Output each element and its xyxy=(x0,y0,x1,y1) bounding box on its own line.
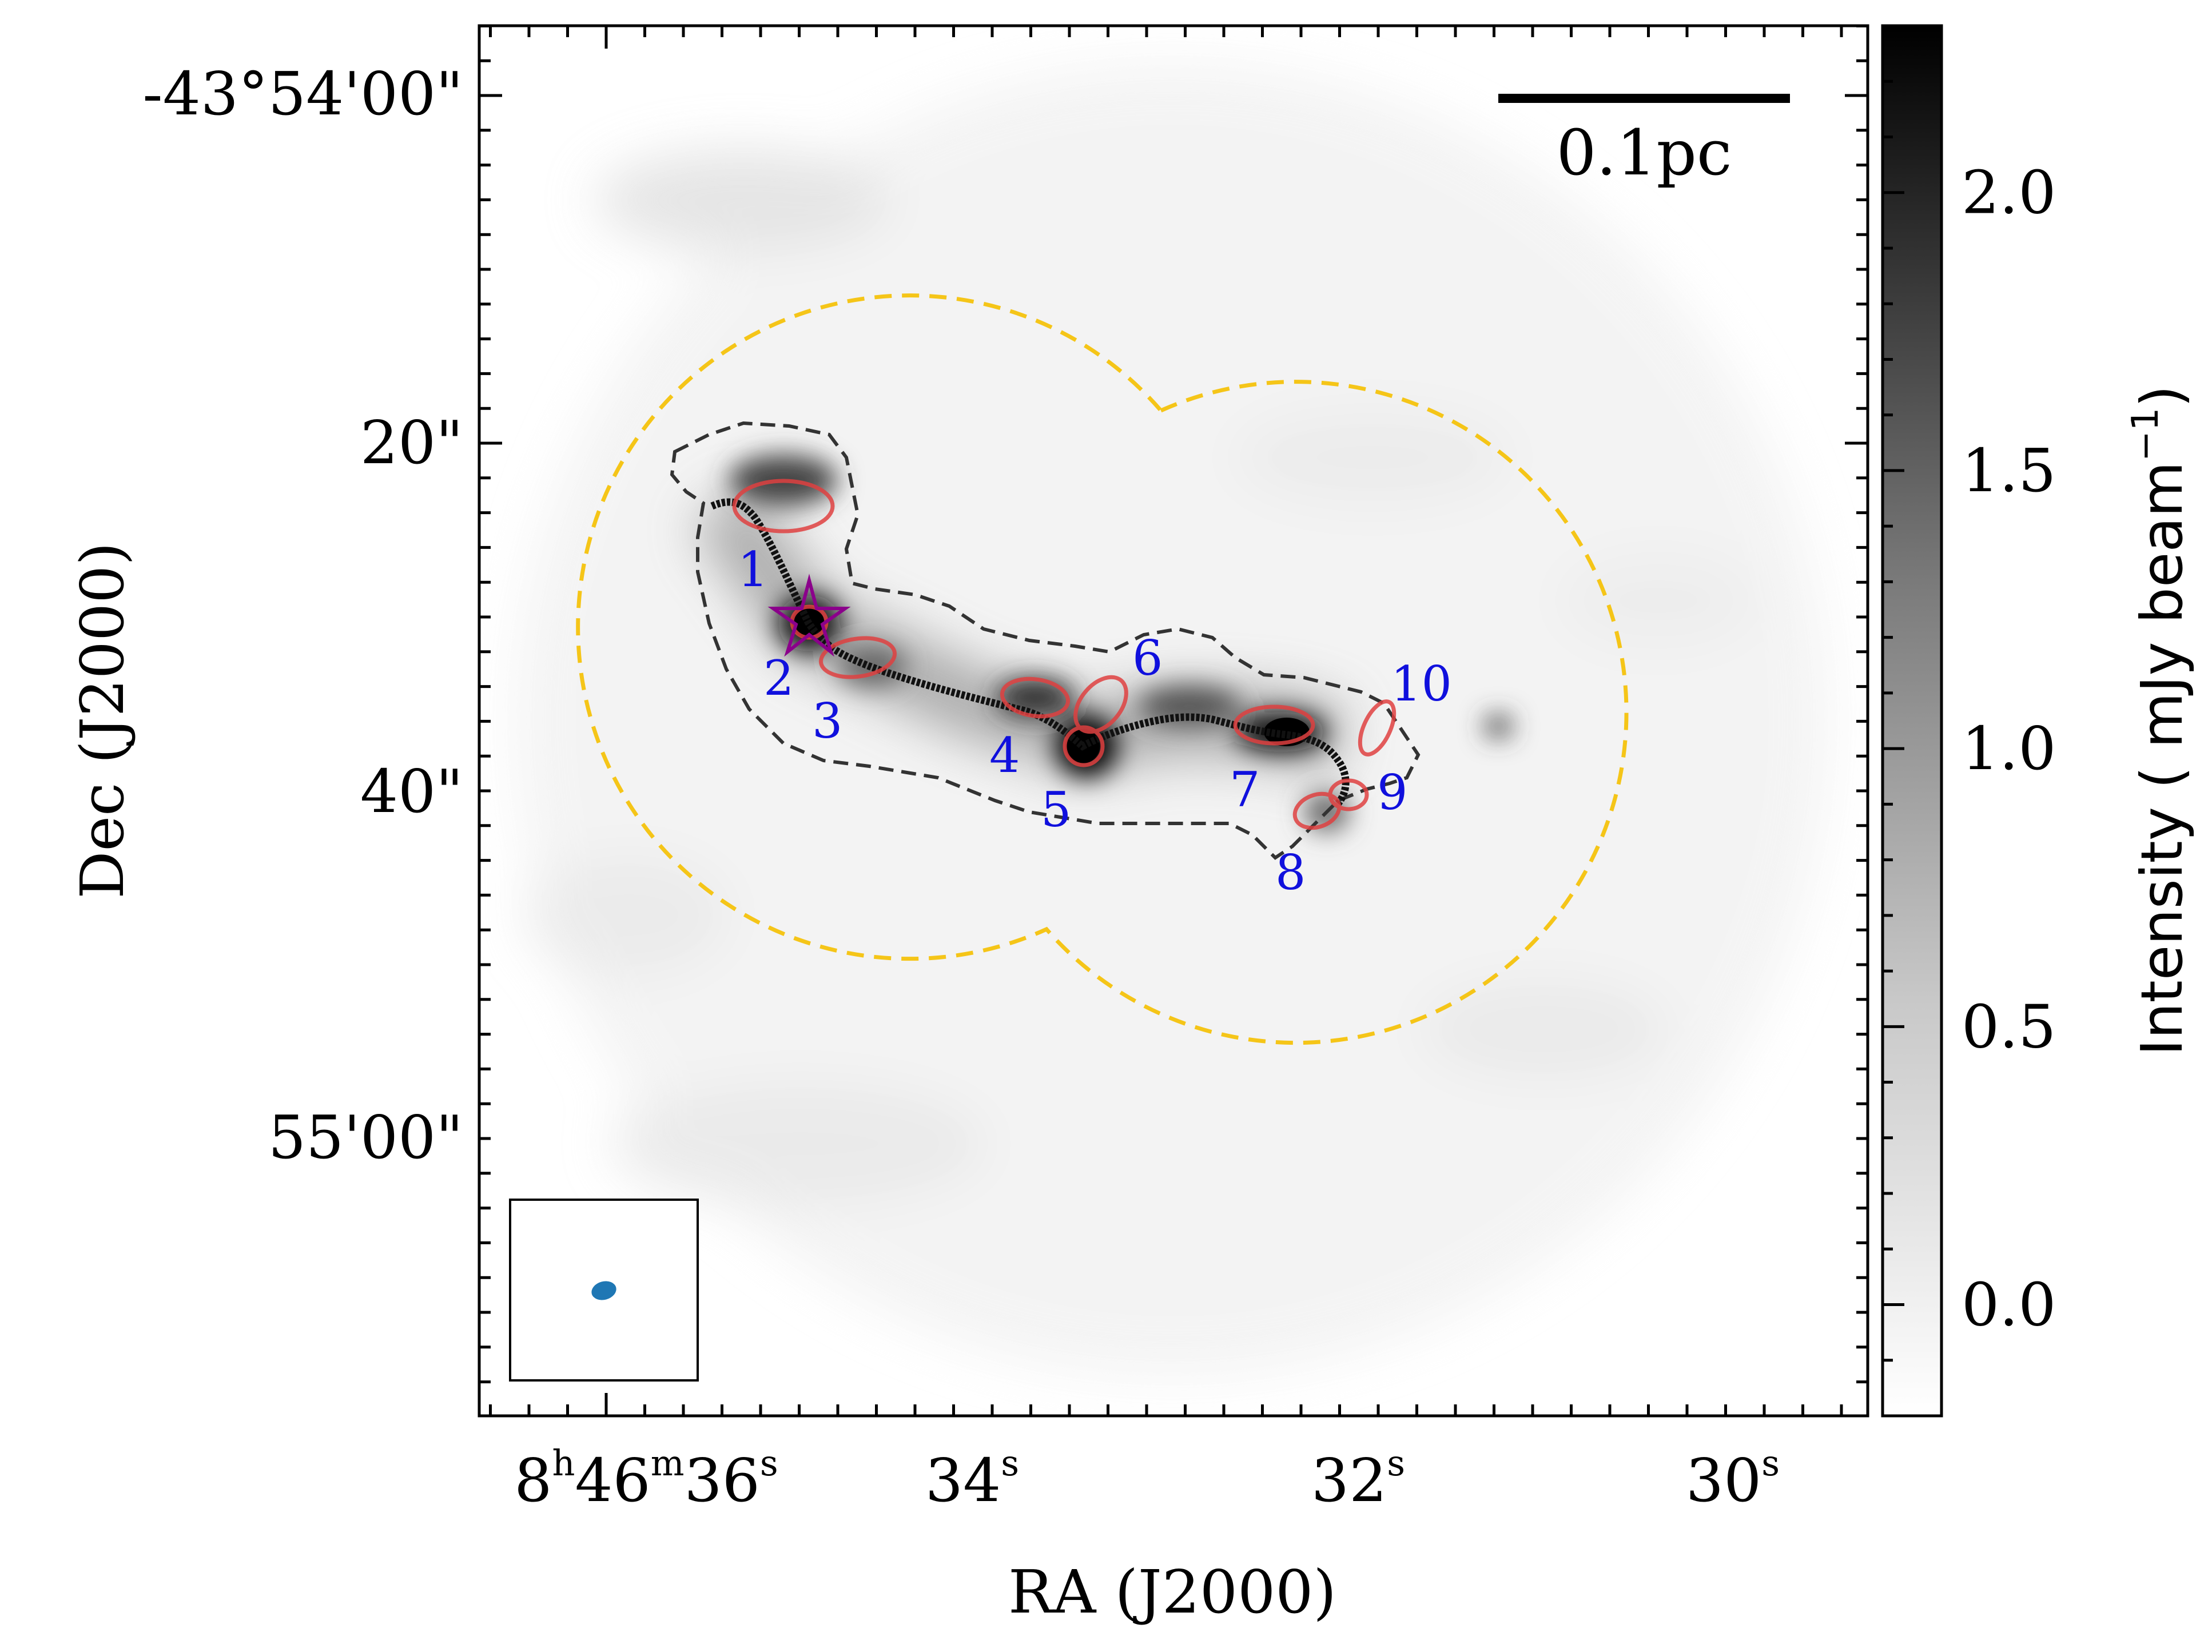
axis-ticks xyxy=(479,24,1868,1416)
y-tick-label: 20" xyxy=(360,408,463,477)
y-tick-label: 55'00" xyxy=(268,1102,463,1172)
core-ellipse-7 xyxy=(1233,704,1315,746)
core-labels: 1 2 3 4 5 6 7 8 9 10 xyxy=(738,542,1452,901)
core-ellipse-5 xyxy=(1063,725,1105,767)
colorbar-ticks: 0.0 0.5 1.0 1.5 2.0 xyxy=(1883,24,2056,1362)
core-ellipse-6 xyxy=(1073,675,1128,734)
core-ellipse-3 xyxy=(818,636,897,679)
core-ellipse-10 xyxy=(1358,699,1397,757)
beam-inset xyxy=(509,1199,699,1382)
protostar-star-icon xyxy=(767,574,851,657)
y-axis-label: Dec (J2000) xyxy=(67,542,137,899)
x-tick-labels: 8h46m36s 34s 32s 30s xyxy=(514,1442,1780,1515)
y-tick-label: -43°54'00" xyxy=(142,59,463,129)
core-label: 8 xyxy=(1275,845,1306,901)
beam-ellipse-icon xyxy=(591,1281,616,1300)
image-panel: 1 2 3 4 5 6 7 8 9 10 0.1pc xyxy=(479,26,1868,1416)
core-ellipse-9 xyxy=(1328,778,1369,811)
core-label: 5 xyxy=(1041,782,1071,838)
colorbar-tick-label: 2.0 xyxy=(1962,158,2056,228)
colorbar-gradient xyxy=(1881,24,1943,1418)
filament-contour xyxy=(670,421,1421,860)
core-label: 6 xyxy=(1132,630,1163,686)
colorbar-tick-label: 0.0 xyxy=(1962,1270,2056,1340)
y-tick-label: 40" xyxy=(360,757,463,826)
colorbar-tick-label: 1.5 xyxy=(1962,436,2056,505)
mosaic-outline xyxy=(576,293,1629,1045)
scale-bar-label: 0.1pc xyxy=(1557,116,1732,189)
core-label: 9 xyxy=(1377,765,1407,821)
colorbar-tick-label: 1.0 xyxy=(1962,714,2056,783)
x-axis-label: RA (J2000) xyxy=(1008,1557,1336,1627)
colorbar-label: Intensity ( mJy beam−1) xyxy=(2125,385,2195,1056)
filament-spine xyxy=(710,498,1350,806)
core-label: 3 xyxy=(812,693,842,749)
core-label: 7 xyxy=(1230,762,1260,818)
core-label: 2 xyxy=(763,650,794,706)
core-ellipse-1 xyxy=(732,479,835,534)
core-label: 1 xyxy=(738,542,768,598)
x-tick-label: 34s xyxy=(925,1442,1019,1515)
core-label: 4 xyxy=(989,727,1020,783)
colorbar-tick-label: 0.5 xyxy=(1962,992,2056,1061)
x-tick-label: 8h46m36s xyxy=(514,1442,778,1515)
core-label: 10 xyxy=(1391,656,1452,712)
scale-bar: 0.1pc xyxy=(1498,94,1790,189)
core-ellipse-4 xyxy=(1000,676,1071,719)
x-tick-label: 30s xyxy=(1686,1442,1780,1515)
core-ellipses xyxy=(732,479,1397,830)
colorbar: 0.0 0.5 1.0 1.5 2.0 Intensity ( mJy beam−1) xyxy=(1881,24,2195,1418)
core-ellipse-8 xyxy=(1292,791,1342,830)
y-tick-labels: -43°54'00" 20" 40" 55'00" xyxy=(142,59,463,1172)
x-tick-label: 32s xyxy=(1311,1442,1405,1515)
